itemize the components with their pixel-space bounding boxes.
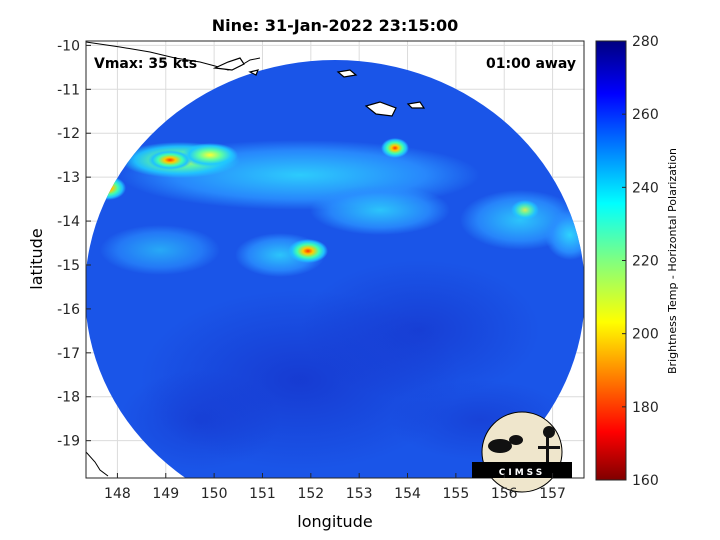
y-tick-label: -11 [57,82,80,98]
x-tick-label: 157 [539,486,566,502]
colorbar-tick-label: 280 [632,34,659,50]
x-tick-label: 149 [152,486,179,502]
y-tick-label: -17 [57,346,80,362]
cimss-logo-text: CIMSS [499,468,545,478]
y-tick-label: -13 [57,170,80,186]
y-tick-label: -14 [57,214,80,230]
y-tick-label: -16 [57,302,80,318]
y-tick-label: -19 [57,434,80,450]
y-tick-label: -10 [57,38,80,54]
colorbar-tick-label: 160 [632,473,659,489]
y-axis-ticks: -10 -11 -12 -13 -14 -15 -16 -17 -18 -19 [57,38,91,450]
colorbar-tick-label: 240 [632,180,659,196]
chart-title: Nine: 31-Jan-2022 23:15:00 [212,16,458,35]
y-tick-label: -12 [57,126,80,142]
x-tick-label: 154 [394,486,421,502]
colorbar-tick-label: 200 [632,327,659,343]
y-axis-label: latitude [27,228,46,289]
islands [212,57,426,117]
vmax-label: Vmax: 35 kts [94,56,197,72]
plot-frame [85,40,585,479]
colorbar-ticks: 160 180 200 220 240 260 280 [622,34,659,489]
time-away-label: 01:00 away [486,56,576,72]
x-tick-label: 155 [443,486,470,502]
y-tick-label: -18 [57,390,80,406]
x-tick-label: 152 [297,486,324,502]
colorbar-tick-label: 220 [632,254,659,270]
x-tick-label: 153 [346,486,373,502]
x-tick-label: 151 [249,486,276,502]
brightness-temp-swath [86,60,584,478]
colorbar [595,40,627,481]
x-tick-label: 150 [201,486,228,502]
x-axis-ticks: 148 149 150 151 152 153 154 155 156 157 [104,473,566,502]
colorbar-label: Brightness Temp - Horizontal Polarizatio… [666,148,679,374]
coastlines [86,41,261,477]
colorbar-tick-label: 180 [632,400,659,416]
colorbar-tick-label: 260 [632,107,659,123]
x-axis-label: longitude [297,512,372,531]
y-tick-label: -15 [57,258,80,274]
x-tick-label: 148 [104,486,131,502]
x-tick-label: 156 [491,486,518,502]
cimss-logo: CIMSS [472,411,572,493]
